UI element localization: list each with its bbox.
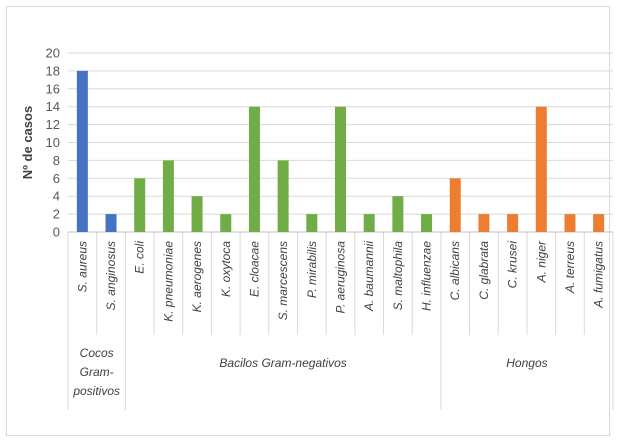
x-tick-label: C. glabrata — [477, 241, 491, 300]
x-tick-label: K. oxytoca — [219, 241, 233, 297]
bar — [105, 214, 117, 232]
x-tick-label: S. maltophila — [391, 241, 405, 311]
y-tick-label: 14 — [46, 99, 60, 114]
bar — [363, 214, 375, 232]
x-tick-label: A. baumannii — [362, 241, 376, 312]
x-tick-label: E. coli — [133, 241, 147, 274]
bar — [76, 70, 88, 233]
y-tick-label: 2 — [53, 207, 60, 222]
x-tick-label: H. influenzae — [420, 241, 434, 311]
bar — [277, 160, 289, 232]
bar — [134, 178, 146, 232]
x-tick-label: S. aureus — [75, 241, 89, 292]
y-tick-label: 18 — [46, 63, 60, 78]
bar — [335, 106, 346, 232]
y-tick-label: 6 — [53, 171, 60, 186]
y-tick-label: 20 — [46, 46, 60, 61]
x-tick-label: K. aerogenes — [190, 241, 204, 312]
x-tick-label: K. pneumoniae — [161, 241, 175, 322]
bar — [564, 214, 576, 232]
bar — [507, 214, 519, 232]
y-tick-label: 16 — [46, 81, 60, 96]
y-axis-label: Nº de casos — [20, 106, 35, 179]
bar — [248, 106, 260, 232]
group-label: Hongos — [506, 356, 547, 370]
group-label: Bacilos Gram-negativos — [219, 356, 346, 370]
bar — [306, 214, 318, 232]
y-tick-label: 0 — [53, 225, 60, 240]
bar — [421, 214, 433, 232]
bar — [593, 214, 605, 232]
x-tick-label: S. marcescens — [276, 241, 290, 320]
y-tick-label: 10 — [46, 135, 60, 150]
x-tick-label: A. niger — [534, 240, 548, 283]
bar — [392, 196, 404, 232]
x-tick-label: A. terreus — [563, 241, 577, 294]
group-label: positivos — [72, 384, 120, 398]
x-tick-label: C. albicans — [448, 241, 462, 300]
x-tick-label: S. anginosus — [104, 241, 118, 310]
group-label: Cocos — [80, 346, 114, 360]
x-tick-label: E. cloacae — [247, 241, 261, 297]
x-tick-label: P. aeruginosa — [334, 241, 348, 314]
bar — [162, 160, 174, 232]
bar — [191, 196, 203, 232]
bar — [449, 178, 461, 232]
bar — [478, 214, 490, 232]
y-tick-label: 8 — [53, 153, 60, 168]
y-tick-label: 12 — [46, 117, 60, 132]
group-label: Gram- — [80, 365, 114, 379]
x-tick-label: C. krusei — [506, 241, 520, 289]
x-tick-label: P. mirabilis — [305, 241, 319, 298]
bar — [535, 106, 547, 232]
y-tick-label: 4 — [53, 189, 60, 204]
x-tick-label: A. fumigatus — [592, 241, 606, 309]
bar — [220, 214, 232, 232]
